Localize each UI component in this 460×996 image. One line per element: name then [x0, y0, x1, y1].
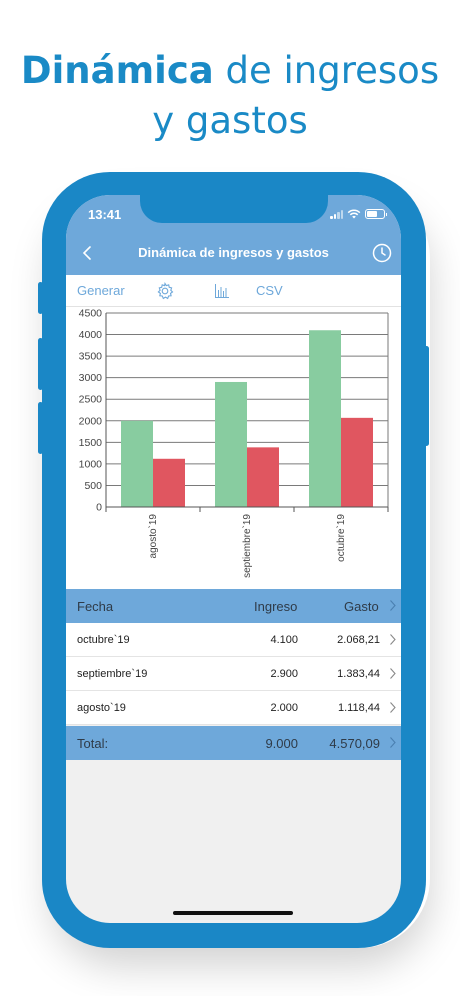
page-title: Dinámica de ingresos y gastos	[138, 245, 329, 260]
bar-chart-icon[interactable]	[214, 283, 230, 299]
phone-screen: 13:41 Dinámica de ingresos y gastos Gene…	[66, 195, 401, 923]
chevron-right-icon	[390, 702, 396, 713]
phone-mute-switch	[38, 282, 43, 314]
row-ingreso: 4.100	[270, 634, 298, 646]
y-tick-label: 1500	[79, 437, 103, 449]
y-tick-label: 3000	[79, 372, 103, 384]
chevron-right-icon	[390, 600, 396, 611]
y-tick-label: 1000	[79, 458, 103, 470]
headline-rest: de ingresos	[213, 49, 440, 92]
chart-svg: 0 500 1000 1500 2000 2500 3000 3500 4000 4500 agos…	[79, 308, 389, 578]
signal-icon	[330, 209, 343, 219]
csv-export-button[interactable]: CSV	[256, 283, 283, 298]
toolbar: Generar CSV	[66, 275, 401, 307]
phone-volume-up	[38, 338, 43, 390]
status-icons	[330, 209, 387, 219]
table-row[interactable]: septiembre`19 2.900 1.383,44	[66, 657, 401, 691]
y-tick-label: 4000	[79, 329, 103, 341]
headline-bold: Dinámica	[20, 49, 214, 92]
row-gasto: 1.383,44	[337, 668, 380, 680]
row-fecha: octubre`19	[77, 634, 130, 646]
header-fecha: Fecha	[77, 599, 114, 614]
y-tick-label: 3500	[79, 351, 103, 363]
wifi-icon	[347, 209, 361, 219]
y-tick-label: 2500	[79, 394, 103, 406]
app-header: 13:41 Dinámica de ingresos y gastos	[66, 195, 401, 275]
generate-button[interactable]: Generar	[77, 283, 125, 298]
total-gasto: 4.570,09	[329, 736, 380, 751]
status-time: 13:41	[88, 207, 122, 222]
table-row[interactable]: agosto`19 2.000 1.118,44	[66, 691, 401, 725]
header-gasto: Gasto	[344, 599, 379, 614]
phone-notch	[140, 195, 328, 223]
chevron-right-icon	[390, 668, 396, 679]
bar	[215, 381, 247, 507]
phone-power-button	[424, 346, 429, 446]
bar	[341, 417, 373, 507]
y-tick-label: 2000	[79, 415, 103, 427]
total-row: Total: 9.000 4.570,09	[66, 726, 401, 760]
table-header: Fecha Ingreso Gasto	[66, 589, 401, 623]
battery-icon	[365, 209, 387, 219]
bar	[247, 447, 279, 507]
chevron-right-icon	[390, 737, 396, 748]
chevron-left-icon[interactable]	[78, 242, 96, 264]
gear-icon[interactable]	[155, 281, 175, 301]
row-ingreso: 2.900	[270, 668, 298, 680]
bar	[309, 330, 341, 507]
x-tick-label: septiembre`19	[241, 514, 253, 578]
y-tick-label: 4500	[79, 308, 103, 320]
row-fecha: septiembre`19	[77, 668, 148, 680]
row-fecha: agosto`19	[77, 702, 126, 714]
bar	[153, 458, 185, 507]
x-tick-label: octubre`19	[335, 514, 347, 562]
y-tick-label: 500	[84, 480, 102, 492]
row-gasto: 2.068,21	[337, 634, 380, 646]
phone-volume-down	[38, 402, 43, 454]
table-row[interactable]: octubre`19 4.100 2.068,21	[66, 623, 401, 657]
row-ingreso: 2.000	[270, 702, 298, 714]
row-gasto: 1.118,44	[337, 702, 380, 714]
promo-headline: Dinámica de ingresos y gastos	[0, 46, 460, 146]
header-ingreso: Ingreso	[254, 599, 298, 614]
headline-line2: y gastos	[152, 99, 308, 142]
clock-icon[interactable]	[371, 242, 393, 264]
home-indicator	[173, 911, 293, 915]
total-label: Total:	[77, 736, 109, 751]
y-tick-label: 0	[96, 502, 102, 514]
total-ingreso: 9.000	[265, 736, 298, 751]
chevron-right-icon	[390, 634, 396, 645]
income-expense-chart: 0 500 1000 1500 2000 2500 3000 3500 4000 4500 agos…	[66, 307, 401, 589]
x-tick-label: agosto`19	[147, 514, 159, 559]
bar	[121, 420, 153, 507]
